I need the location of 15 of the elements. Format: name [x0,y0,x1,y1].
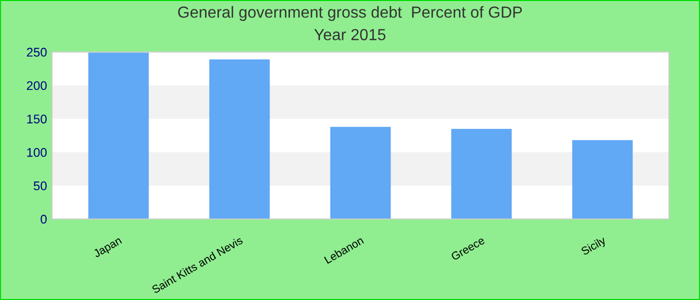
bar [330,126,391,219]
bar [451,128,512,219]
y-tick-label: 150 [27,114,47,124]
chart-subtitle: Year 2015 [314,28,386,40]
x-tick-label: Saint Kitts and Nevis [151,236,244,294]
bar [88,52,149,219]
chart-title: General government gross debt Percent of GDP [178,6,522,21]
y-tick-label: 100 [27,148,47,157]
y-tick-label: 0 [40,214,47,224]
bar [209,59,270,219]
bar [572,140,633,219]
y-tick-label: 200 [26,81,47,90]
x-tick-label: Sicily [580,236,608,258]
y-tick-label: 250 [26,48,47,57]
y-tick-label: 50 [34,181,47,190]
